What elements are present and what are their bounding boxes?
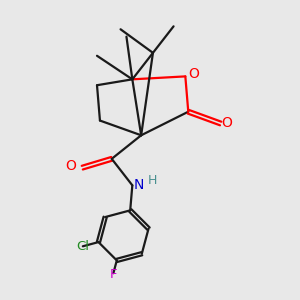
Text: Cl: Cl [76, 240, 89, 253]
Text: O: O [65, 159, 76, 173]
Text: O: O [222, 116, 232, 130]
Text: H: H [148, 173, 157, 187]
Text: O: O [188, 67, 199, 81]
Text: N: N [134, 178, 144, 192]
Text: F: F [110, 268, 117, 281]
